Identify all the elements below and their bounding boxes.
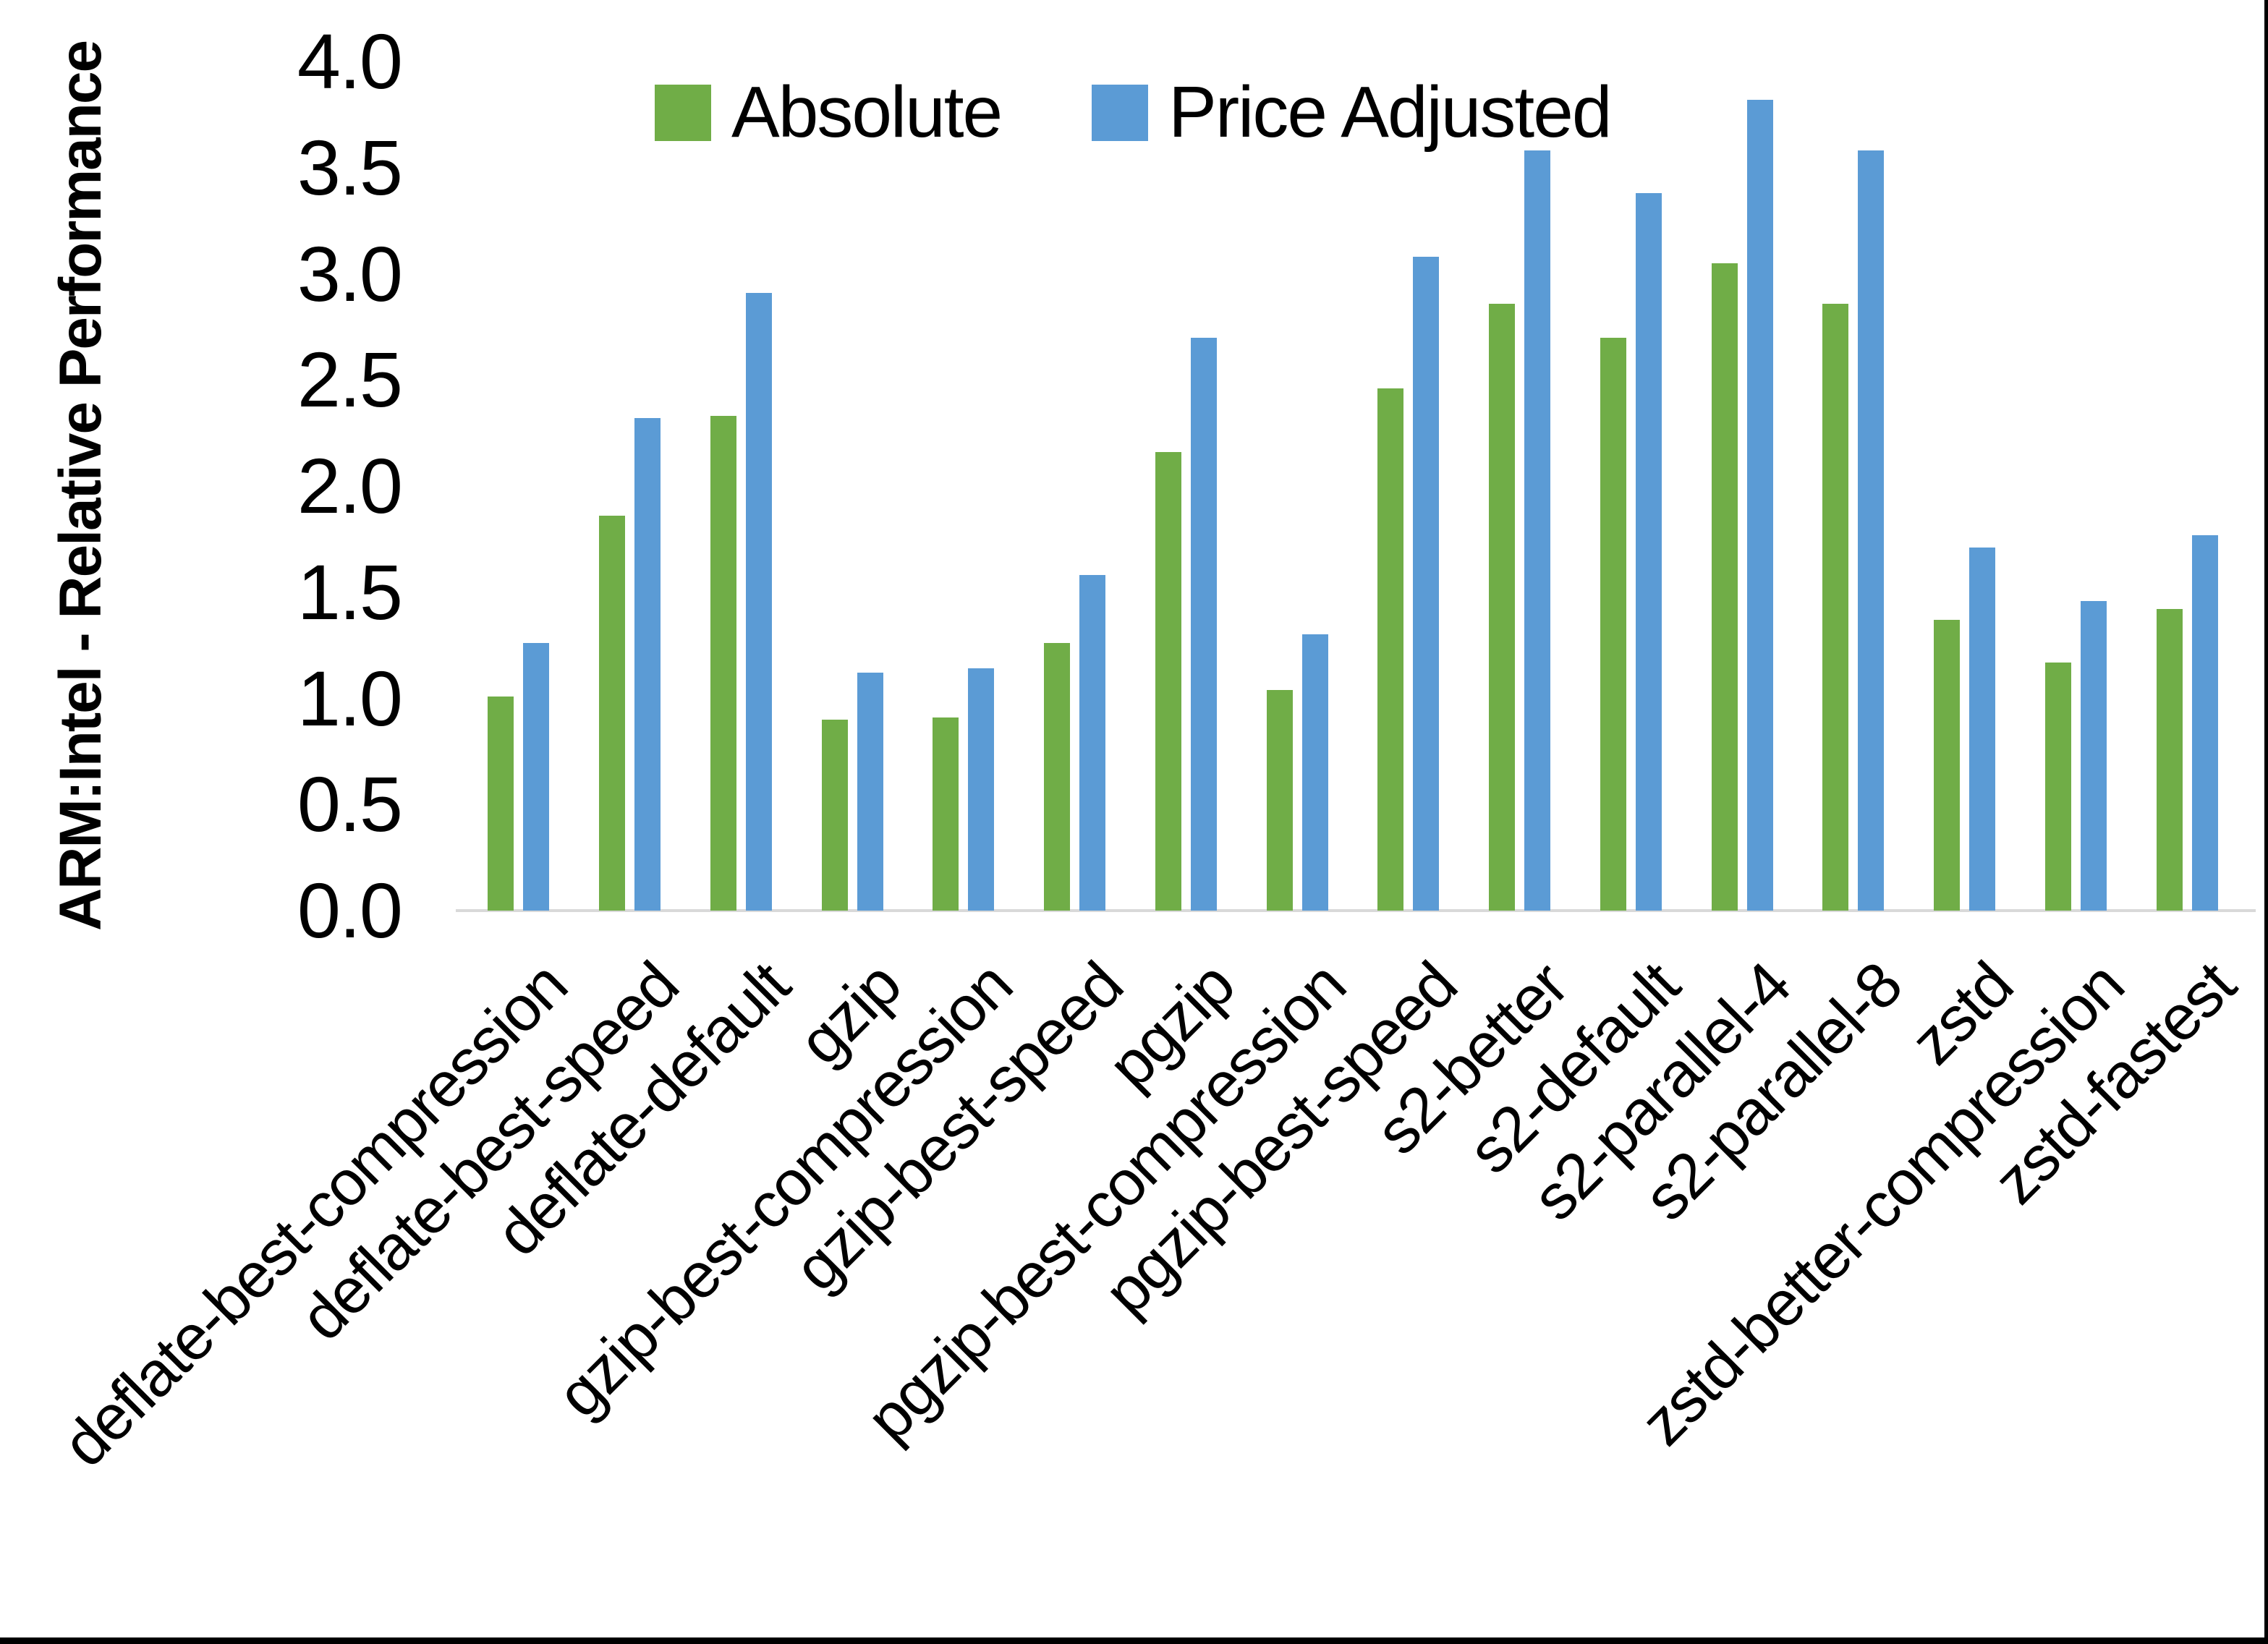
bar-price-adjusted: [1524, 150, 1551, 911]
bar-price-adjusted: [1079, 575, 1106, 911]
bar-group: [1131, 61, 1242, 911]
y-tick-label: 2.0: [297, 442, 403, 529]
legend: Absolute Price Adjusted: [655, 71, 1612, 154]
bar-group: [1686, 61, 1798, 911]
bar-group: [686, 61, 797, 911]
bar-price-adjusted: [2191, 534, 2218, 911]
legend-swatch-absolute-icon: [655, 84, 711, 141]
bar-absolute: [599, 516, 626, 911]
bar-absolute: [1377, 388, 1404, 911]
bar-price-adjusted: [2080, 600, 2107, 911]
bar-group: [2131, 61, 2243, 911]
bar-absolute: [2156, 609, 2183, 911]
legend-label-absolute: Absolute: [731, 72, 1003, 153]
bar-absolute: [1600, 337, 1626, 911]
bar-absolute: [821, 719, 848, 911]
bar-price-adjusted: [1301, 634, 1328, 911]
bar-absolute: [2044, 662, 2071, 911]
y-tick-label: 4.0: [297, 17, 403, 105]
y-tick-label: 3.0: [297, 229, 403, 318]
bar-absolute: [1266, 689, 1293, 911]
bar-absolute: [933, 717, 959, 911]
bar-absolute: [1155, 452, 1181, 911]
bar-absolute: [1711, 263, 1738, 911]
bar-price-adjusted: [1413, 257, 1440, 911]
bar-absolute: [1489, 303, 1516, 911]
bar-price-adjusted: [1969, 548, 1996, 911]
bar-price-adjusted: [634, 418, 661, 911]
bar-group: [1576, 61, 1687, 911]
y-tick-label: 1.0: [297, 654, 403, 742]
bar-price-adjusted: [1858, 150, 1885, 911]
legend-swatch-price-adjusted-icon: [1092, 84, 1149, 141]
bar-price-adjusted: [1746, 99, 1773, 911]
bar-group: [1019, 61, 1131, 911]
y-tick-label: 0.0: [297, 866, 403, 954]
bar-group: [463, 61, 574, 911]
bar-price-adjusted: [1190, 337, 1217, 911]
bar-absolute: [488, 696, 514, 911]
bar-price-adjusted: [857, 673, 883, 911]
bar-absolute: [710, 416, 736, 911]
y-tick-label: 2.5: [297, 336, 403, 424]
y-axis-title: ARM:Intel - Relative Performance: [48, 41, 114, 932]
bar-price-adjusted: [968, 668, 995, 911]
bar-group: [1909, 61, 2021, 911]
bar-group: [908, 61, 1019, 911]
bar-group: [797, 61, 908, 911]
legend-item-absolute: Absolute: [655, 71, 1003, 154]
bar-price-adjusted: [523, 643, 550, 911]
y-tick-label: 0.5: [297, 760, 403, 848]
x-axis-line: [456, 909, 2256, 912]
bar-group: [1464, 61, 1576, 911]
legend-label-price-adjusted: Price Adjusted: [1168, 72, 1612, 153]
bar-absolute: [1044, 643, 1071, 911]
bar-group: [1241, 61, 1353, 911]
bar-absolute: [1934, 619, 1961, 911]
bar-group: [1798, 61, 1909, 911]
y-tick-label: 3.5: [297, 123, 403, 211]
bar-price-adjusted: [1635, 192, 1662, 911]
bar-group: [2021, 61, 2132, 911]
bar-price-adjusted: [745, 292, 772, 911]
bar-group: [574, 61, 686, 911]
legend-item-price-adjusted: Price Adjusted: [1092, 71, 1612, 154]
plot-area: [456, 61, 2256, 912]
bar-absolute: [1822, 303, 1849, 911]
bar-group: [1353, 61, 1464, 911]
y-tick-label: 1.5: [297, 548, 403, 636]
